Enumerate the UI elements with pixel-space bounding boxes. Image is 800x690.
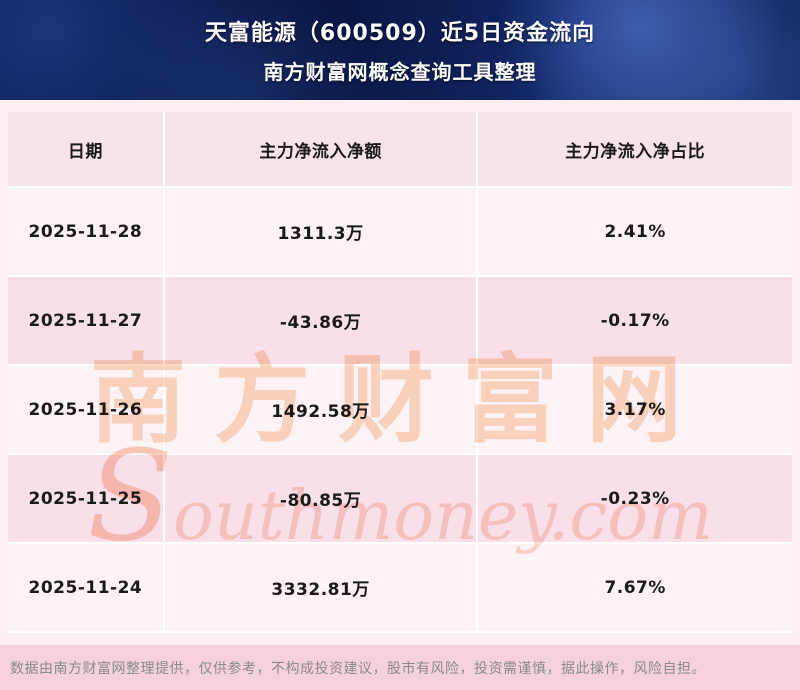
table-row: 2025-11-27 -43.86万 -0.17% <box>8 277 792 366</box>
table-row: 2025-11-25 -80.85万 -0.23% <box>8 455 792 544</box>
cell-date: 2025-11-26 <box>8 366 165 453</box>
cell-date: 2025-11-24 <box>8 544 165 631</box>
table-row: 2025-11-24 3332.81万 7.67% <box>8 544 792 633</box>
cell-amount: 1492.58万 <box>165 366 479 453</box>
cell-amount: 3332.81万 <box>165 544 479 631</box>
cell-ratio: 2.41% <box>604 221 666 242</box>
cell-amount: -43.86万 <box>165 277 479 364</box>
table-row: 2025-11-26 1492.58万 3.17% <box>8 366 792 455</box>
column-header-date: 日期 <box>8 112 165 186</box>
cell-ratio: 3.17% <box>604 399 666 420</box>
cell-ratio: -0.17% <box>600 310 670 331</box>
cell-amount: 1311.3万 <box>165 188 479 275</box>
footer-bar: 数据由南方财富网整理提供，仅供参考，不构成投资建议，股市有风险，投资需谨慎，据此… <box>0 645 800 690</box>
page-subtitle: 南方财富网概念查询工具整理 <box>263 60 537 84</box>
table-header-row: 日期 主力净流入净额 主力净流入净占比 <box>8 112 792 188</box>
cell-amount: -80.85万 <box>165 455 479 542</box>
table-row: 2025-11-28 1311.3万 2.41% <box>8 188 792 277</box>
fund-flow-table: 日期 主力净流入净额 主力净流入净占比 2025-11-28 1311.3万 2… <box>8 112 792 633</box>
disclaimer-text: 数据由南方财富网整理提供，仅供参考，不构成投资建议，股市有风险，投资需谨慎，据此… <box>10 660 706 677</box>
cell-ratio: 7.67% <box>604 577 666 598</box>
page-title: 天富能源（600509）近5日资金流向 <box>204 21 596 46</box>
cell-date: 2025-11-25 <box>8 455 165 542</box>
hero-banner: 天富能源（600509）近5日资金流向 南方财富网概念查询工具整理 <box>0 0 800 100</box>
cell-date: 2025-11-27 <box>8 277 165 364</box>
cell-date: 2025-11-28 <box>8 188 165 275</box>
column-header-ratio: 主力净流入净占比 <box>565 141 706 162</box>
column-header-amount: 主力净流入净额 <box>165 112 479 186</box>
cell-ratio: -0.23% <box>600 488 670 509</box>
